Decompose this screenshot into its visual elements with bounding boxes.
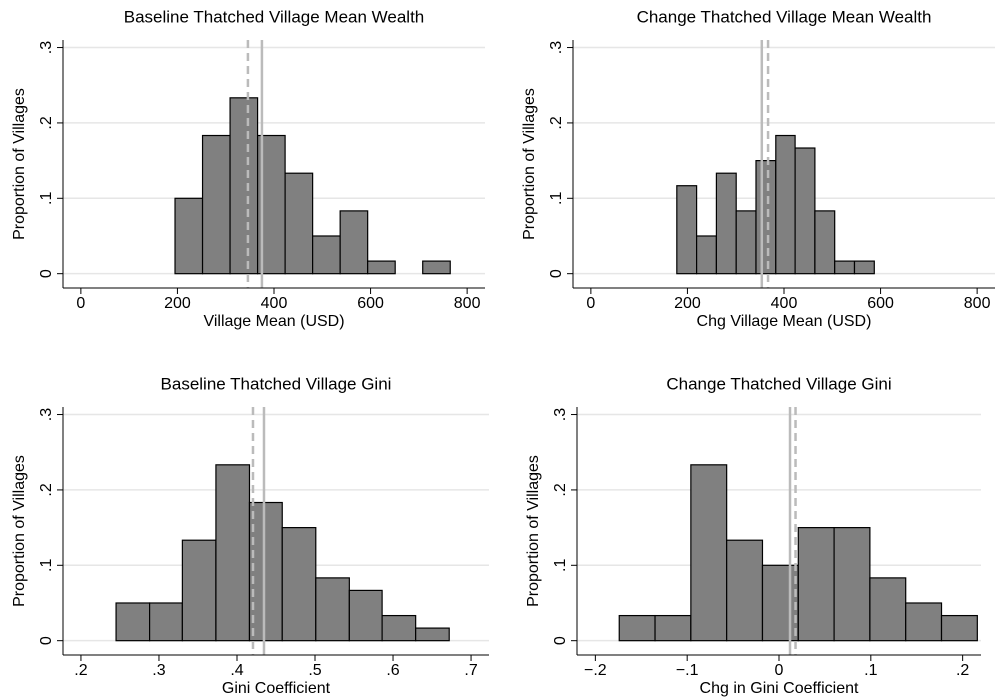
bar <box>735 210 757 275</box>
y-tick-label: .3 <box>38 41 55 54</box>
y-tick-label: 0 <box>38 636 55 645</box>
bar <box>415 627 450 642</box>
bar <box>315 577 350 642</box>
bar <box>248 501 283 642</box>
bar <box>797 527 835 642</box>
x-tick-label: 800 <box>964 295 991 312</box>
x-tick-label: 800 <box>454 295 481 312</box>
chart-title: Change Thatched Village Gini <box>666 374 891 393</box>
bar <box>833 527 871 642</box>
y-tick-label: .1 <box>552 559 569 572</box>
x-tick-label: 0 <box>775 662 784 679</box>
bar <box>834 260 856 275</box>
x-axis-label: Village Mean (USD) <box>203 313 344 330</box>
y-tick-label: .3 <box>548 41 565 54</box>
x-tick-label: 400 <box>771 295 798 312</box>
bar <box>775 134 796 275</box>
bar <box>755 160 777 275</box>
bar <box>215 464 251 642</box>
y-tick-label: .2 <box>548 116 565 129</box>
x-tick-label: 0 <box>76 295 85 312</box>
bar <box>339 210 369 275</box>
y-tick-label: 0 <box>552 636 569 645</box>
y-tick-label: .1 <box>38 192 55 205</box>
bar <box>284 172 314 275</box>
y-tick-label: .2 <box>38 483 55 496</box>
bar <box>654 614 692 642</box>
bar <box>940 614 978 642</box>
y-axis-label: Proportion of Villages <box>525 455 542 607</box>
bar <box>676 185 698 275</box>
y-tick-label: .2 <box>38 116 55 129</box>
x-tick-label: 200 <box>674 295 701 312</box>
bar <box>794 147 816 275</box>
x-tick-label: 600 <box>867 295 894 312</box>
x-axis-label: Chg Village Mean (USD) <box>697 313 872 330</box>
y-tick-label: 0 <box>38 269 55 278</box>
bar <box>348 589 383 642</box>
chart-title: Baseline Thatched Village Gini <box>161 374 392 393</box>
x-tick-label: .5 <box>308 662 321 679</box>
x-tick-label: .6 <box>386 662 399 679</box>
bar <box>149 602 183 642</box>
bar <box>761 564 799 642</box>
x-tick-label: 200 <box>164 295 191 312</box>
bar <box>696 235 718 275</box>
bar <box>367 260 396 275</box>
y-tick-label: 0 <box>548 269 565 278</box>
bar <box>618 614 656 642</box>
y-tick-label: .1 <box>38 559 55 572</box>
x-tick-label: .3 <box>152 662 165 679</box>
bar <box>181 539 217 642</box>
x-tick-label: .1 <box>864 662 877 679</box>
bar <box>174 197 204 275</box>
bar <box>115 602 151 642</box>
bar <box>229 97 259 275</box>
bar <box>381 614 417 642</box>
bar <box>281 527 317 642</box>
bar <box>814 210 836 275</box>
x-tick-label: −.1 <box>676 662 699 679</box>
x-tick-label: .7 <box>464 662 477 679</box>
bar <box>312 235 341 275</box>
y-axis-label: Proportion of Villages <box>11 88 28 240</box>
y-tick-label: .1 <box>548 192 565 205</box>
chart-title: Baseline Thatched Village Mean Wealth <box>124 7 425 26</box>
bar <box>869 577 907 642</box>
y-tick-label: .3 <box>552 408 569 421</box>
chart-title: Change Thatched Village Mean Wealth <box>637 7 932 26</box>
bar <box>726 539 764 642</box>
y-tick-label: .3 <box>38 408 55 421</box>
x-tick-label: 600 <box>357 295 384 312</box>
y-tick-label: .2 <box>552 483 569 496</box>
bar <box>690 464 728 642</box>
x-axis-label: Gini Coefficient <box>222 680 331 697</box>
x-tick-label: 400 <box>261 295 288 312</box>
bar <box>422 260 451 275</box>
x-tick-label: .2 <box>956 662 969 679</box>
y-axis-label: Proportion of Villages <box>11 455 28 607</box>
x-tick-label: −.2 <box>584 662 607 679</box>
y-axis-label: Proportion of Villages <box>521 88 538 240</box>
bar <box>905 602 943 642</box>
bar <box>715 172 737 275</box>
x-tick-label: .2 <box>74 662 87 679</box>
bar <box>853 260 875 275</box>
bar <box>201 134 231 275</box>
x-tick-label: .4 <box>230 662 243 679</box>
x-tick-label: 0 <box>586 295 595 312</box>
x-axis-label: Chg in Gini Coefficient <box>700 680 859 697</box>
